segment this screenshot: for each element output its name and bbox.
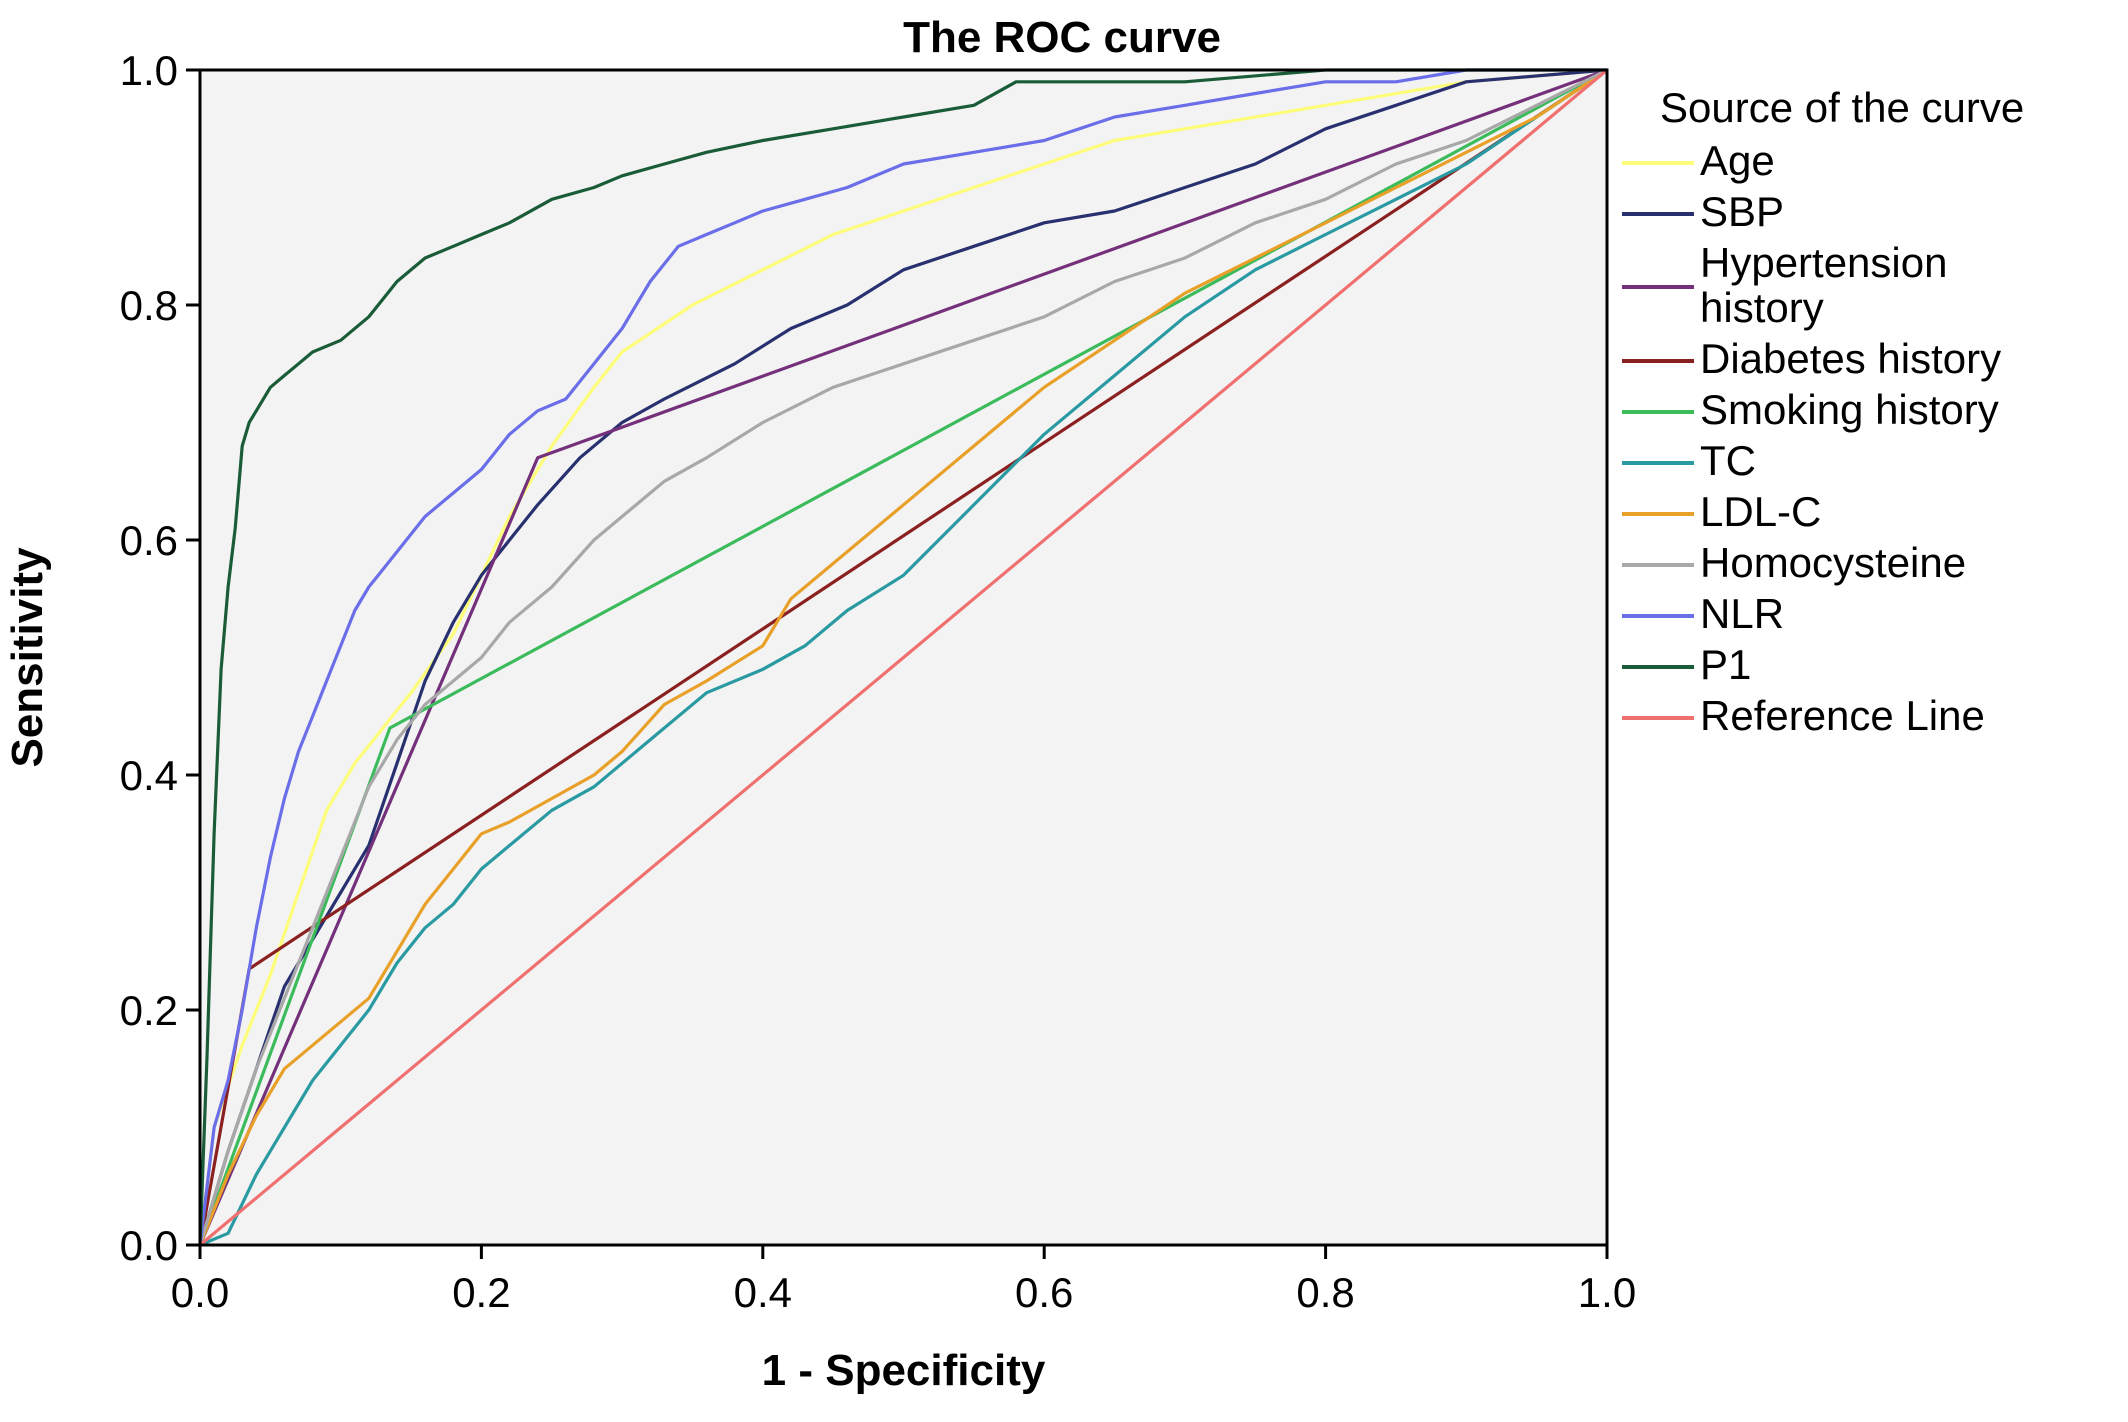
y-tick-label: 0.4 <box>120 752 178 799</box>
legend-label: Reference Line <box>1700 692 1985 739</box>
legend-item-sbp: SBP <box>1622 188 1784 235</box>
series-line-nlr <box>198 68 1607 1246</box>
legend-item-p1: P1 <box>1622 641 1751 688</box>
x-axis-title: 1 - Specificity <box>762 1346 1046 1395</box>
legend-title: Source of the curve <box>1660 84 2024 131</box>
legend-item-smoking-history: Smoking history <box>1622 386 1999 433</box>
x-tick-label: 0.4 <box>734 1269 792 1316</box>
y-tick-label: 0.8 <box>120 282 178 329</box>
series-line-hypertension-history <box>198 68 1608 1246</box>
x-tick-label: 0.0 <box>171 1269 229 1316</box>
legend-label: NLR <box>1700 590 1784 637</box>
x-axis: 0.0 0.2 0.4 0.6 0.8 1.0 <box>171 1245 1636 1316</box>
plot-frame <box>198 68 1609 1247</box>
series-line-reference-line <box>198 68 1609 1247</box>
legend-item-reference-line: Reference Line <box>1622 692 1985 739</box>
legend-item-ldl-c: LDL-C <box>1622 488 1821 535</box>
x-tick-label: 1.0 <box>1578 1269 1636 1316</box>
legend-label: Homocysteine <box>1700 539 1966 586</box>
series-line-ldl-c <box>198 68 1608 1246</box>
legend-label: Diabetes history <box>1700 335 2001 382</box>
x-tick-label: 0.8 <box>1296 1269 1354 1316</box>
legend-item-diabetes-history: Diabetes history <box>1622 335 2001 382</box>
legend-label: P1 <box>1700 641 1751 688</box>
legend-label: Age <box>1700 137 1775 184</box>
legend-item-tc: TC <box>1622 437 1756 484</box>
legend-item-age: Age <box>1622 137 1775 184</box>
series-line-tc <box>199 68 1608 1247</box>
series-line-age <box>198 68 1608 1246</box>
y-tick-label: 0.0 <box>120 1222 178 1269</box>
series-line-homocysteine <box>198 68 1608 1246</box>
series-line-smoking-history <box>198 68 1608 1246</box>
y-tick-label: 0.2 <box>120 987 178 1034</box>
y-axis: 0.0 0.2 0.4 0.6 0.8 1.0 <box>120 47 200 1269</box>
chart-title: The ROC curve <box>903 13 1221 62</box>
legend-item-homocysteine: Homocysteine <box>1622 539 1966 586</box>
x-tick-label: 0.2 <box>452 1269 510 1316</box>
series-line-p1 <box>198 68 1607 1246</box>
legend-label: TC <box>1700 437 1756 484</box>
legend-label: Smoking history <box>1700 386 1999 433</box>
y-tick-label: 1.0 <box>120 47 178 94</box>
y-axis-title: Sensitivity <box>3 547 52 768</box>
legend-label: Hypertension history <box>1700 239 1947 331</box>
series-line-sbp <box>198 68 1608 1246</box>
legend-item-nlr: NLR <box>1622 590 1784 637</box>
y-tick-label: 0.6 <box>120 517 178 564</box>
series-layer <box>198 68 1609 1247</box>
x-tick-label: 0.6 <box>1015 1269 1073 1316</box>
legend-label: LDL-C <box>1700 488 1821 535</box>
legend-label: SBP <box>1700 188 1784 235</box>
legend-item-hypertension-history: Hypertension history <box>1622 239 1947 331</box>
